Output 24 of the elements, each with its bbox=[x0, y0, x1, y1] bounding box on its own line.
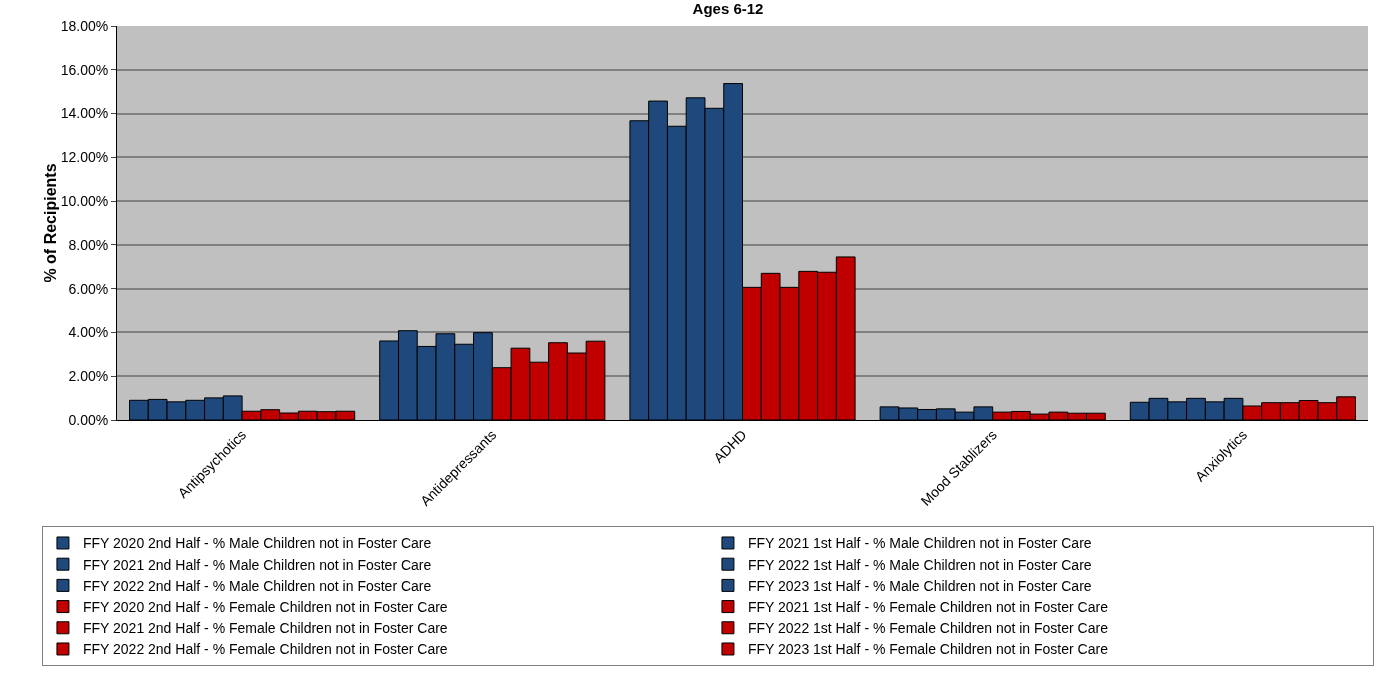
legend-label: FFY 2021 2nd Half - % Female Children not in Foster Care bbox=[82, 620, 448, 637]
y-tick-label: 10.00% bbox=[60, 193, 109, 210]
legend-label: FFY 2022 2nd Half - % Female Children not in Foster Care bbox=[82, 641, 448, 658]
y-tick-label: 14.00% bbox=[60, 105, 109, 122]
legend-label: FFY 2023 1st Half - % Female Children not in Foster Care bbox=[747, 641, 1109, 658]
y-tick-label: 6.00% bbox=[68, 280, 109, 297]
y-tick-label: 12.00% bbox=[60, 149, 109, 166]
chart-title: Ages 6-12 bbox=[692, 0, 764, 17]
legend-label: FFY 2023 1st Half - % Male Children not in Foster Care bbox=[747, 577, 1092, 594]
y-tick-label: 4.00% bbox=[68, 324, 109, 341]
legend-label: FFY 2022 1st Half - % Male Children not in Foster Care bbox=[747, 556, 1092, 573]
y-tick-label: 0.00% bbox=[68, 411, 109, 428]
legend-label: FFY 2021 1st Half - % Male Children not in Foster Care bbox=[747, 535, 1092, 552]
legend-label: FFY 2022 2nd Half - % Male Children not in Foster Care bbox=[82, 577, 432, 594]
y-tick-label: 8.00% bbox=[68, 236, 109, 253]
y-tick-label: 2.00% bbox=[68, 368, 109, 385]
legend-label: FFY 2021 2nd Half - % Male Children not in Foster Care bbox=[82, 556, 432, 573]
legend-label: FFY 2020 2nd Half - % Female Children not in Foster Care bbox=[82, 599, 448, 616]
legend-label: FFY 2022 1st Half - % Female Children not in Foster Care bbox=[747, 620, 1109, 637]
legend-label: FFY 2021 1st Half - % Female Children not in Foster Care bbox=[747, 599, 1109, 616]
y-axis-title: % of Recipients bbox=[41, 163, 59, 283]
y-tick-label: 18.00% bbox=[60, 17, 109, 34]
legend-label: FFY 2020 2nd Half - % Male Children not in Foster Care bbox=[82, 535, 432, 552]
y-tick-label: 16.00% bbox=[60, 61, 109, 78]
